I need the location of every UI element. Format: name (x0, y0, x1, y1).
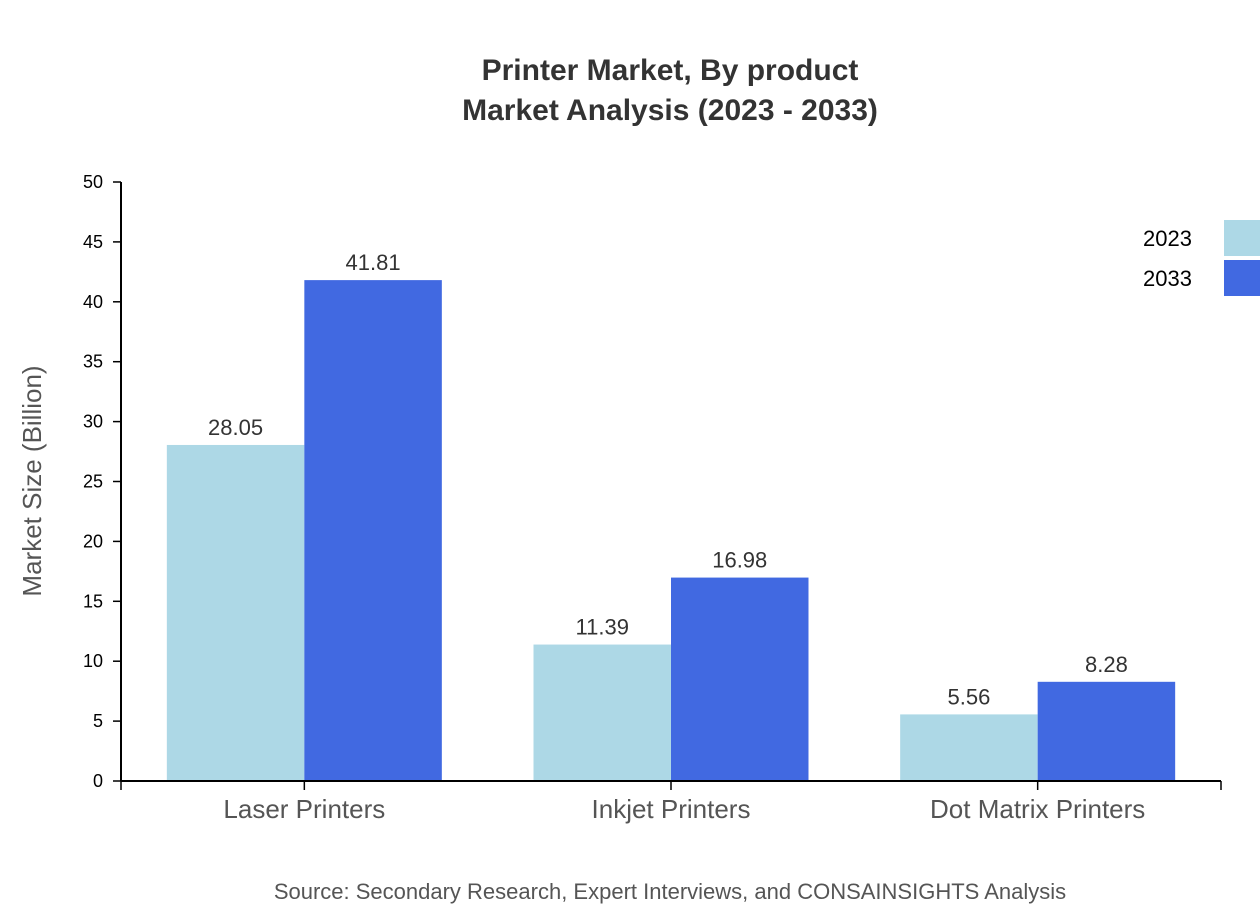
data-label: 5.56 (948, 684, 991, 709)
legend: 2023 2033 (1143, 220, 1260, 296)
x-axis: Laser Printers Inkjet Printers Dot Matrix … (120, 780, 1222, 824)
legend-swatch-2033 (1224, 260, 1260, 296)
bar-2023-0 (166, 444, 305, 781)
bar-2033-1 (671, 577, 809, 781)
legend-label: 2033 (1143, 266, 1192, 291)
bar-2023-1 (533, 644, 671, 781)
y-tick-label: 15 (83, 591, 103, 611)
bars: 28.05 41.81 11.39 16.98 5.56 8.28 (166, 250, 1176, 781)
y-tick-label: 5 (93, 711, 103, 731)
y-tick-label: 50 (83, 172, 103, 192)
y-tick-label: 20 (83, 531, 103, 551)
legend-swatch-2023 (1224, 220, 1260, 256)
data-label: 8.28 (1085, 652, 1128, 677)
data-label: 16.98 (712, 548, 767, 573)
y-axis: 0 5 10 15 20 25 30 35 40 45 50 (83, 172, 122, 791)
bar-2033-2 (1037, 681, 1176, 781)
data-label: 28.05 (208, 415, 263, 440)
bar-2023-2 (900, 714, 1038, 781)
y-tick-label: 30 (83, 412, 103, 432)
legend-label: 2023 (1143, 226, 1192, 251)
x-tick-label: Dot Matrix Printers (930, 794, 1145, 824)
y-tick-label: 0 (93, 771, 103, 791)
y-tick-label: 40 (83, 292, 103, 312)
y-tick-label: 35 (83, 352, 103, 372)
bar-2033-0 (304, 280, 442, 781)
y-tick-label: 10 (83, 651, 103, 671)
y-axis-label: Market Size (Billion) (17, 365, 47, 596)
chart-title: Printer Market, By product (482, 54, 859, 87)
data-label: 11.39 (576, 615, 629, 640)
y-tick-label: 45 (83, 232, 103, 252)
chart-subtitle: Market Analysis (2023 - 2033) (462, 94, 878, 127)
y-tick-label: 25 (83, 472, 103, 492)
data-label: 41.81 (346, 250, 401, 275)
source-note: Source: Secondary Research, Expert Inter… (274, 879, 1066, 904)
x-tick-label: Laser Printers (223, 794, 385, 824)
x-tick-label: Inkjet Printers (592, 794, 751, 824)
